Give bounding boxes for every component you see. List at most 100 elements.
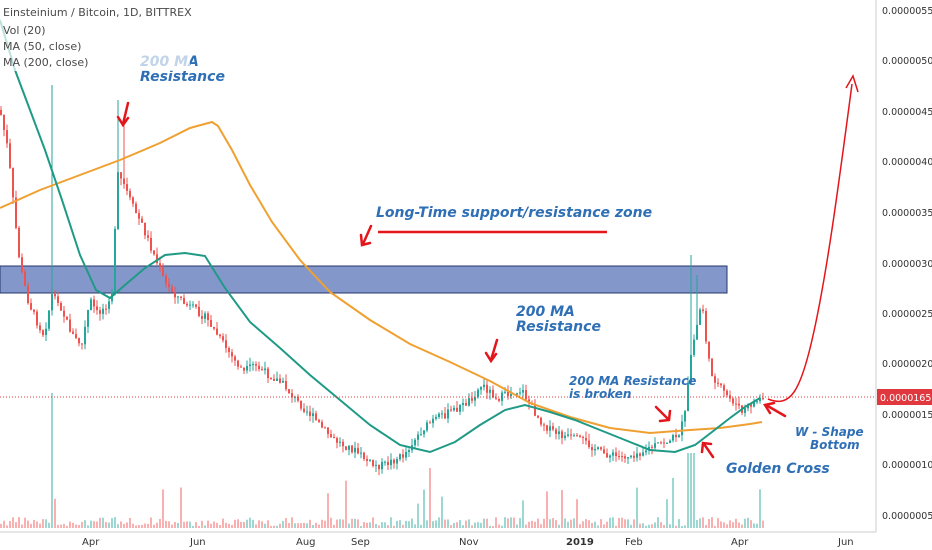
volume-bar (120, 521, 122, 528)
candle-body (309, 411, 311, 416)
candle-body (222, 336, 224, 341)
volume-bar (570, 519, 572, 528)
volume-bar (66, 525, 68, 528)
candle-body (474, 397, 476, 401)
candle-body (504, 391, 506, 393)
volume-bar (309, 519, 311, 528)
candle-body (57, 296, 59, 303)
volume-bar (693, 453, 695, 528)
volume-bar (735, 518, 737, 528)
candle-body (417, 434, 419, 440)
volume-bar (660, 522, 662, 528)
volume-bar (60, 524, 62, 528)
volume-bar (531, 520, 533, 528)
candle-body (372, 459, 374, 466)
candle-body (729, 395, 731, 399)
volume-bar (540, 524, 542, 528)
candle-body (330, 434, 332, 437)
volume-bar (747, 517, 749, 528)
candle-body (702, 309, 704, 311)
indicator-ma-200[interactable]: MA (200, close) (3, 56, 88, 69)
volume-bar (195, 522, 197, 528)
candle-body (36, 311, 38, 326)
volume-bar (132, 523, 134, 528)
volume-bar (423, 489, 425, 528)
volume-bar (9, 521, 11, 528)
time-axis[interactable]: Apr Jun Aug Sep Nov 2019 Feb Apr Jun (82, 537, 854, 548)
candle-body (147, 235, 149, 238)
candle-body (501, 392, 503, 401)
candle-body (492, 389, 494, 398)
candle-body (627, 457, 629, 459)
volume-bar (99, 518, 101, 528)
volume-bar (573, 518, 575, 528)
candle-body (291, 393, 293, 398)
anno-broken-line2: is broken (569, 387, 631, 401)
candle-body (579, 435, 581, 437)
candle-body (756, 401, 758, 403)
volume-bar (54, 498, 56, 528)
indicator-volume[interactable]: Vol (20) (3, 24, 46, 37)
candle-body (684, 411, 686, 422)
volume-bar (717, 518, 719, 528)
volume-bar (207, 520, 209, 528)
anno-wshape-line1: W - Shape (795, 425, 864, 439)
candle-body (615, 452, 617, 456)
candle-body (108, 301, 110, 309)
volume-bar (270, 525, 272, 528)
candle-body (666, 442, 668, 444)
volume-bar (231, 525, 233, 528)
volume-bar (291, 517, 293, 528)
volume-bar (549, 519, 551, 528)
volume-bar (33, 519, 35, 528)
candle-body (621, 456, 623, 458)
volume-bar (249, 517, 251, 528)
volume-bar (96, 521, 98, 528)
candle-body (630, 455, 632, 458)
volume-bar (360, 526, 362, 528)
candle-body (717, 382, 719, 384)
volume-bar (156, 522, 158, 528)
volume-bar (420, 524, 422, 528)
volume-bar (180, 487, 182, 528)
candle-body (444, 413, 446, 419)
candle-body (321, 421, 323, 428)
candle-body (753, 401, 755, 407)
candle-body (27, 285, 29, 304)
volume-bars (0, 393, 764, 528)
chart-title[interactable]: Einsteinium / Bitcoin, 1D, BITTREX (3, 6, 192, 19)
candle-body (420, 434, 422, 436)
volume-bar (408, 521, 410, 528)
volume-bar (252, 519, 254, 528)
volume-bar (378, 525, 380, 528)
volume-bar (381, 522, 383, 528)
candle-body (135, 203, 137, 214)
volume-bar (27, 520, 29, 528)
candle-body (45, 328, 47, 335)
volume-bar (87, 525, 89, 528)
volume-bar (564, 518, 566, 528)
volume-bar (480, 522, 482, 528)
volume-bar (447, 519, 449, 528)
candle-body (354, 447, 356, 453)
candle-body (165, 275, 167, 284)
candle-body (327, 427, 329, 435)
volume-bar (663, 525, 665, 528)
candle-body (552, 426, 554, 430)
candle-body (366, 459, 368, 461)
volume-bar (201, 520, 203, 528)
volume-bar (558, 524, 560, 528)
candle-body (393, 459, 395, 464)
volume-bar (342, 519, 344, 528)
volume-bar (183, 521, 185, 528)
candle-body (696, 324, 698, 340)
volume-bar (150, 517, 152, 528)
candle-body (405, 452, 407, 458)
volume-bar (606, 521, 608, 528)
candle-body (96, 306, 98, 311)
indicator-ma-50[interactable]: MA (50, close) (3, 40, 81, 53)
candle-body (255, 364, 257, 366)
